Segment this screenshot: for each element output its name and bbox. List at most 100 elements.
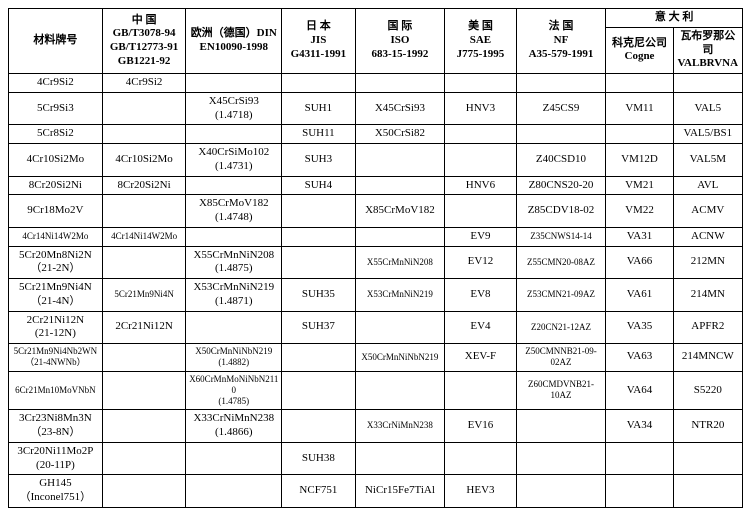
header-europe: 欧洲（德国）DIN EN10090-1998 — [186, 9, 282, 74]
header-japan-std-a: JIS — [284, 34, 352, 48]
cell: VA34 — [606, 410, 673, 443]
cell: SUH3 — [282, 144, 355, 177]
cell — [445, 442, 516, 475]
cell: EV4 — [445, 311, 516, 344]
cell: 8Cr20Si2Ni — [9, 176, 103, 195]
cell: 4Cr9Si2 — [9, 74, 103, 93]
cell: SUH38 — [282, 442, 355, 475]
cell — [186, 442, 282, 475]
cell — [516, 410, 606, 443]
cell: 3Cr23Ni8Mn3N（23-8N） — [9, 410, 103, 443]
cell: ACNW — [673, 227, 742, 246]
cell — [102, 475, 186, 508]
cell: Z55CMN20-08AZ — [516, 246, 606, 279]
cell: SUH35 — [282, 279, 355, 312]
cell: 5Cr21Mn9Ni4N（21-4N） — [9, 279, 103, 312]
cell: ACMV — [673, 195, 742, 228]
header-italy-val-b: VALBRVNA — [676, 57, 740, 71]
cell: 4Cr10Si2Mo — [9, 144, 103, 177]
table-row: 4Cr9Si24Cr9Si2 — [9, 74, 743, 93]
cell — [606, 74, 673, 93]
table-row: 5Cr21Mn9Ni4N（21-4N）5Cr21Mn9Ni4NX53CrMnNi… — [9, 279, 743, 312]
cell: 214MNCW — [673, 344, 742, 372]
header-italy-cogne-b: Cogne — [608, 50, 670, 64]
cell: 2Cr21Ni12N(21-12N) — [9, 311, 103, 344]
cell — [282, 195, 355, 228]
table-body: 4Cr9Si24Cr9Si25Cr9Si3X45CrSi93(1.4718)SU… — [9, 74, 743, 508]
cell — [102, 195, 186, 228]
cell: VAL5M — [673, 144, 742, 177]
table-row: 4Cr14Ni14W2Mo4Cr14Ni14W2MoEV9Z35CNWS14-1… — [9, 227, 743, 246]
cell — [606, 125, 673, 144]
cell: Z45CS9 — [516, 92, 606, 125]
cell — [445, 195, 516, 228]
table-row: 5Cr8Si2SUH11X50CrSi82VAL5/BS1 — [9, 125, 743, 144]
cell: EV8 — [445, 279, 516, 312]
cell: APFR2 — [673, 311, 742, 344]
cell — [102, 92, 186, 125]
header-europe-std: EN10090-1998 — [188, 41, 279, 55]
cell: GH145（Inconel751） — [9, 475, 103, 508]
header-france-country: 法 国 — [519, 20, 604, 34]
cell: X50CrSi82 — [355, 125, 445, 144]
cell: VA61 — [606, 279, 673, 312]
cell — [282, 344, 355, 372]
header-italy-cogne: 科克尼公司 Cogne — [606, 27, 673, 73]
cell: X45CrSi93(1.4718) — [186, 92, 282, 125]
cell: Z50CMNNB21-09-02AZ — [516, 344, 606, 372]
cell — [102, 371, 186, 410]
cell: VM21 — [606, 176, 673, 195]
header-usa-country: 美 国 — [447, 20, 513, 34]
cell — [516, 74, 606, 93]
cell: 5Cr9Si3 — [9, 92, 103, 125]
cell — [355, 442, 445, 475]
cell: VA35 — [606, 311, 673, 344]
header-intl-std-a: ISO — [358, 34, 443, 48]
header-italy-val-a: 瓦布罗那公司 — [676, 30, 740, 58]
cell: NCF751 — [282, 475, 355, 508]
cell: X85CrMoV182 — [355, 195, 445, 228]
cell — [673, 74, 742, 93]
cell: VA63 — [606, 344, 673, 372]
cell — [516, 125, 606, 144]
cell — [282, 227, 355, 246]
cell — [186, 125, 282, 144]
cell: EV9 — [445, 227, 516, 246]
header-china-l2: GB/T12773-91 — [105, 41, 184, 55]
cell — [102, 442, 186, 475]
header-japan-country: 日 本 — [284, 20, 352, 34]
cell: Z35CNWS14-14 — [516, 227, 606, 246]
table-row: 5Cr20Mn8Ni2N（21-2N）X55CrMnNiN208(1.4875)… — [9, 246, 743, 279]
cell: 4Cr10Si2Mo — [102, 144, 186, 177]
cell: VA66 — [606, 246, 673, 279]
table-row: 2Cr21Ni12N(21-12N)2Cr21Ni12NSUH37EV4Z20C… — [9, 311, 743, 344]
header-france: 法 国 NF A35-579-1991 — [516, 9, 606, 74]
cell: VM22 — [606, 195, 673, 228]
cell — [355, 144, 445, 177]
header-france-std-a: NF — [519, 34, 604, 48]
cell: X45CrSi93 — [355, 92, 445, 125]
cell: VAL5 — [673, 92, 742, 125]
cell: 9Cr18Mo2V — [9, 195, 103, 228]
table-row: GH145（Inconel751）NCF751NiCr15Fe7TiAlHEV3 — [9, 475, 743, 508]
table-row: 4Cr10Si2Mo4Cr10Si2MoX40CrSiMo102(1.4731)… — [9, 144, 743, 177]
cell: XEV-F — [445, 344, 516, 372]
header-material: 材料牌号 — [9, 9, 103, 74]
cell — [445, 371, 516, 410]
cell — [186, 74, 282, 93]
cell: X33CrNiMnN238 — [355, 410, 445, 443]
cell: HEV3 — [445, 475, 516, 508]
cell — [282, 410, 355, 443]
header-usa: 美 国 SAE J775-1995 — [445, 9, 516, 74]
header-intl-std-b: 683-15-1992 — [358, 48, 443, 62]
cell: VA31 — [606, 227, 673, 246]
cell: S5220 — [673, 371, 742, 410]
table-row: 5Cr9Si3X45CrSi93(1.4718)SUH1X45CrSi93HNV… — [9, 92, 743, 125]
cell: X55CrMnNiN208(1.4875) — [186, 246, 282, 279]
cell — [445, 125, 516, 144]
cell — [516, 475, 606, 508]
cell: Z85CDV18-02 — [516, 195, 606, 228]
cell: NTR20 — [673, 410, 742, 443]
cell — [673, 475, 742, 508]
header-italy-cogne-a: 科克尼公司 — [608, 37, 670, 51]
